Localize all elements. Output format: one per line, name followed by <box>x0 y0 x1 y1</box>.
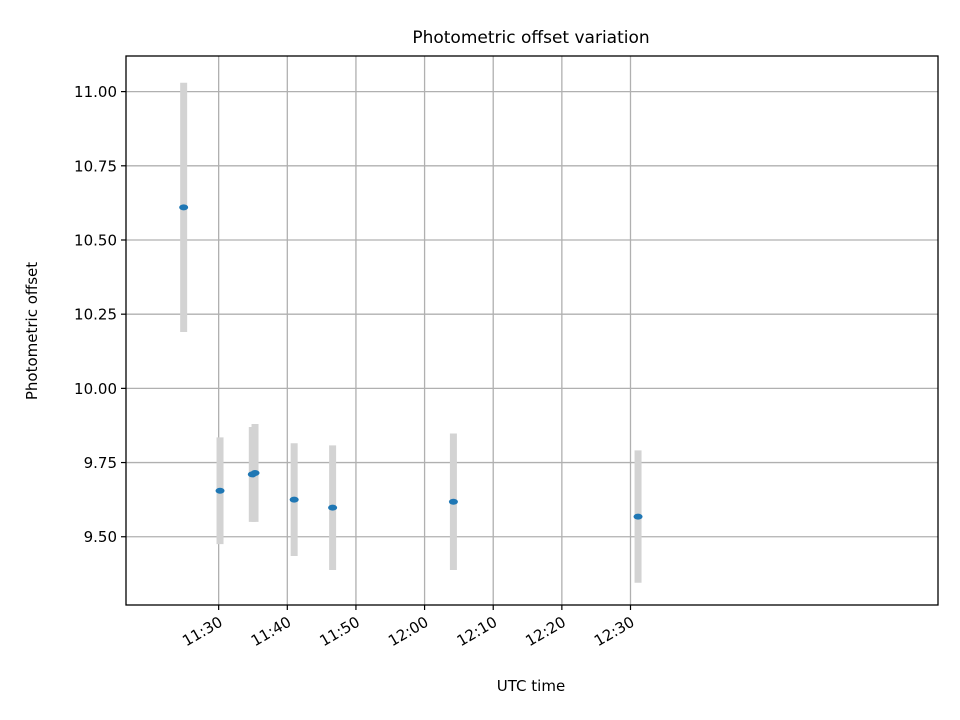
data-point <box>289 496 299 503</box>
data-point <box>250 469 260 476</box>
y-tick-label: 10.00 <box>74 380 117 398</box>
y-tick-label: 9.50 <box>84 528 117 546</box>
data-point <box>448 498 458 505</box>
x-tick-label: 11:50 <box>316 613 362 650</box>
data-point <box>633 513 643 520</box>
chart-title: Photometric offset variation <box>412 28 649 48</box>
x-tick-label: 12:20 <box>522 613 568 650</box>
y-tick-label: 11.00 <box>74 83 117 101</box>
error-bars <box>180 82 642 583</box>
x-tick-label: 12:10 <box>454 613 500 650</box>
data-point <box>215 487 225 494</box>
data-points <box>179 204 643 520</box>
data-point <box>328 504 338 511</box>
data-point <box>179 204 189 211</box>
x-axis-label: UTC time <box>497 677 565 695</box>
grid <box>126 56 938 605</box>
x-tick-label: 12:00 <box>385 613 431 650</box>
x-tick-label: 11:40 <box>248 613 294 650</box>
y-tick-label: 9.75 <box>84 454 117 472</box>
plot-frame <box>125 55 939 606</box>
y-tick-label: 10.25 <box>74 306 117 324</box>
x-tick-label: 11:30 <box>179 613 225 650</box>
y-axis-label: Photometric offset <box>23 262 41 400</box>
x-tick-label: 12:30 <box>591 613 637 650</box>
y-tick-label: 10.75 <box>74 157 117 175</box>
y-tick-label: 10.50 <box>74 231 117 249</box>
